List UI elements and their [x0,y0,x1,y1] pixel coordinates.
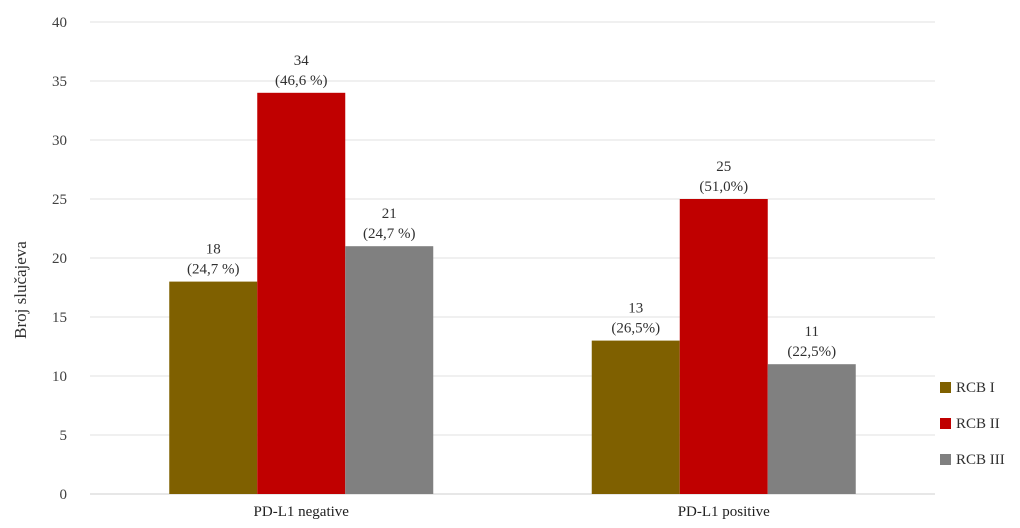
data-label: 34 [294,53,310,69]
y-tick-label: 40 [52,15,67,31]
bar-rcb-ii-2 [679,199,768,494]
y-axis-label: Broj slučajeva [11,241,30,339]
y-tick-label: 35 [52,74,67,90]
bar-rcb-ii-1 [257,92,346,495]
data-label: 13 [628,301,643,317]
bar-rcb-iii-2 [767,364,856,494]
bars [169,92,856,495]
data-label: (24,7 %) [187,262,240,278]
data-label: (51,0%) [699,179,748,195]
y-tick-label: 20 [52,251,67,267]
legend-label: RCB III [956,452,1005,468]
data-label: (22,5%) [787,344,836,360]
x-category-label: PD-L1 positive [678,504,770,520]
y-tick-label: 25 [52,192,67,208]
x-category-label: PD-L1 negative [254,504,350,520]
y-tick-label: 10 [52,369,67,385]
legend-label: RCB I [956,380,995,396]
y-axis-ticks: 0 5 10 15 20 25 30 35 40 [52,15,67,503]
data-label: (26,5%) [611,321,660,337]
data-label: (24,7 %) [363,226,416,242]
data-label: (46,6 %) [275,73,328,89]
legend-swatch [940,454,951,465]
x-axis-categories: PD-L1 negative PD-L1 positive [254,504,771,520]
y-tick-label: 15 [52,310,67,326]
legend-swatch [940,382,951,393]
data-label: 18 [206,242,221,258]
data-label: 25 [716,159,731,175]
legend-label: RCB II [956,416,1000,432]
bar-rcb-i-2 [591,340,680,494]
data-labels: 18 (24,7 %) 34 (46,6 %) 21 (24,7 %) 13 (26,5%) 2… [187,53,836,360]
y-tick-label: 30 [52,133,67,149]
data-label: 11 [805,324,819,340]
y-tick-label: 0 [60,487,68,503]
bar-rcb-iii-1 [345,246,434,494]
legend: RCB I RCB II RCB III [940,380,1005,468]
bar-rcb-i-1 [169,281,258,494]
legend-swatch [940,418,951,429]
data-label: 21 [382,206,397,222]
y-tick-label: 5 [60,428,68,444]
